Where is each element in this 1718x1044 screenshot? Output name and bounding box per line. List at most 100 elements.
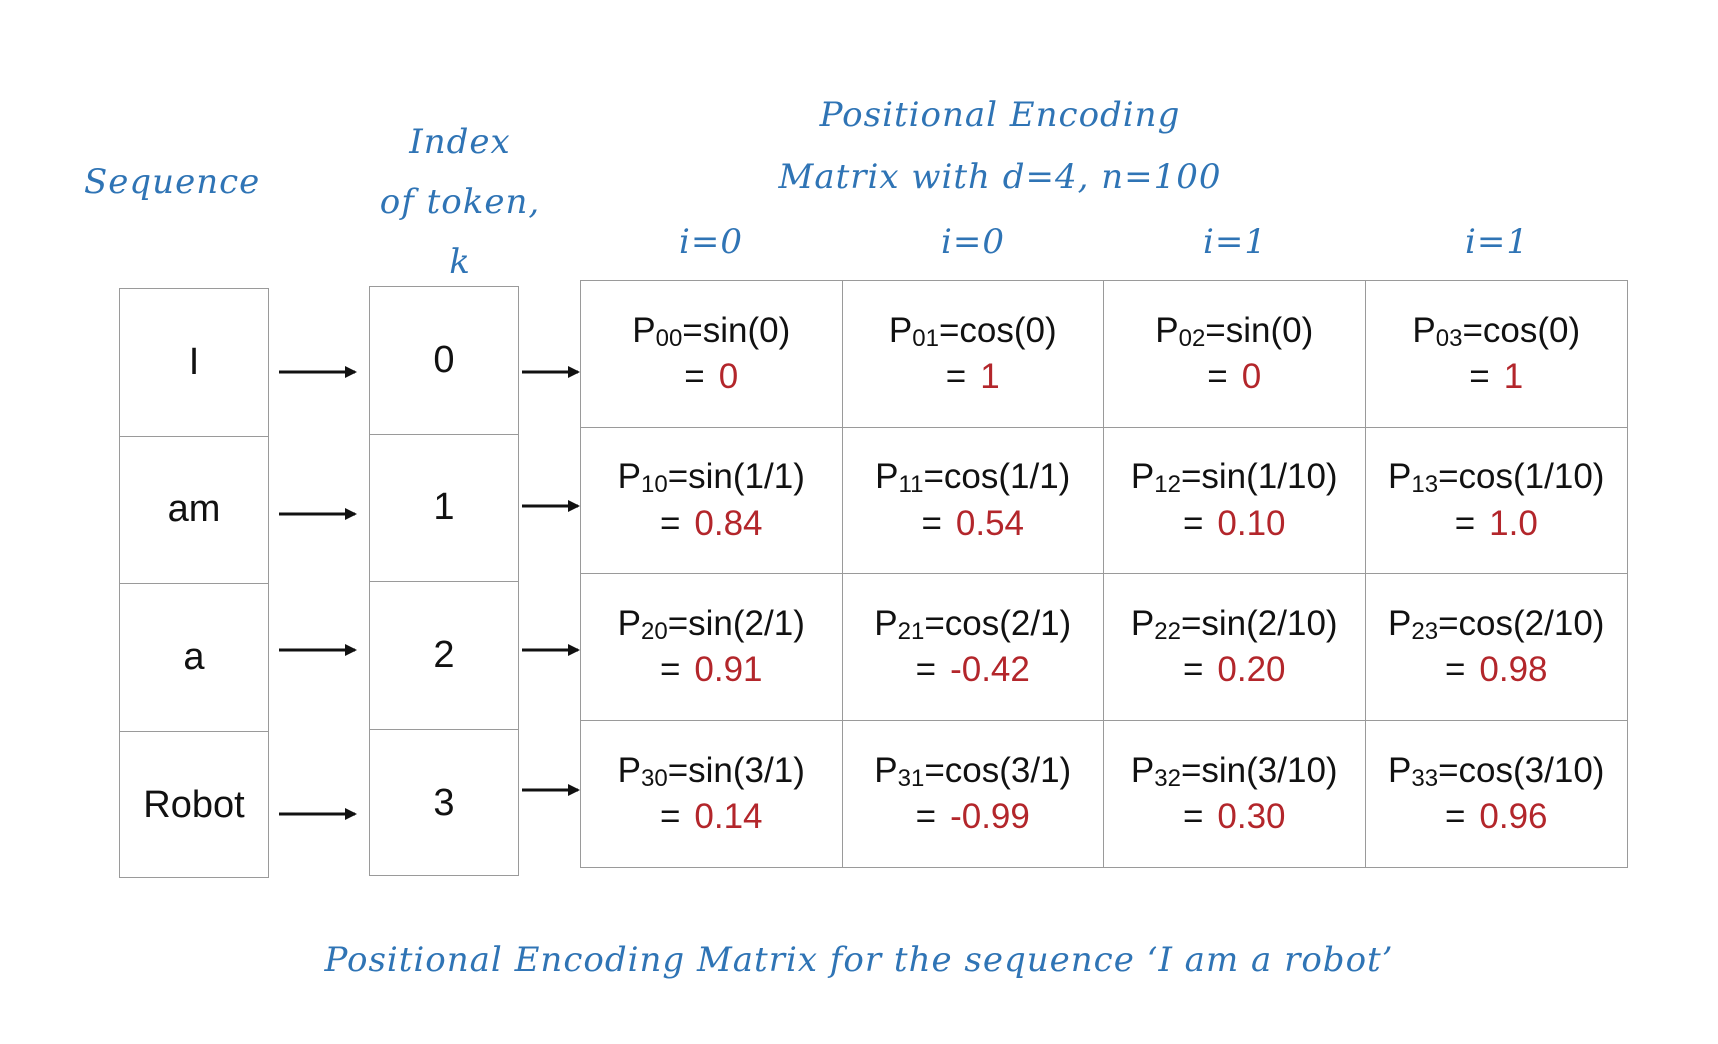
cell-p: P xyxy=(875,457,899,497)
cell-equals: = xyxy=(1444,797,1466,837)
cell-equals: = xyxy=(1454,503,1476,543)
cell-p: P xyxy=(1130,457,1155,497)
cell-result: = 1 xyxy=(946,354,1000,400)
cell-equals: = xyxy=(659,650,681,690)
cell-subscript: 10 xyxy=(641,471,668,499)
cell-subscript: 13 xyxy=(1411,471,1439,499)
cell-formula: P00=sin(0) xyxy=(632,308,790,354)
column-header-2: i=1 xyxy=(1203,222,1267,262)
cell-value: 0.54 xyxy=(955,503,1025,543)
matrix-cell: P01=cos(0) = 1 xyxy=(842,281,1104,428)
cell-formula: P33=cos(3/10) xyxy=(1388,748,1604,794)
cell-subscript: 12 xyxy=(1154,471,1181,499)
cell-equals: = xyxy=(1444,650,1466,690)
matrix-cell: P31=cos(3/1) = -0.99 xyxy=(843,720,1104,867)
cell-formula: P03=cos(0) xyxy=(1412,308,1580,354)
cell-value: 0.30 xyxy=(1217,797,1286,837)
cell-equals: = xyxy=(915,650,937,690)
cell-formula: P01=cos(0) xyxy=(889,308,1057,354)
cell-formula: P13=cos(1/10) xyxy=(1388,454,1604,500)
matrix-cell: P30=sin(3/1) = 0.14 xyxy=(581,720,843,867)
token-column: I am a Robot xyxy=(119,288,269,878)
cell-subscript: 01 xyxy=(912,324,939,352)
cell-equals: = xyxy=(1182,650,1204,690)
cell-formula: P32=sin(3/10) xyxy=(1131,748,1338,794)
cell-equals: = xyxy=(659,797,681,837)
cell-p: P xyxy=(617,457,641,497)
cell-formula: P23=cos(2/10) xyxy=(1388,601,1604,647)
index-label-line2: of token, xyxy=(379,182,541,222)
cell-formula: P21=cos(2/1) xyxy=(874,601,1071,647)
cell-subscript: 02 xyxy=(1178,324,1206,352)
cell-p: P xyxy=(1388,457,1412,497)
index-cell: 1 xyxy=(370,435,518,582)
cell-subscript: 11 xyxy=(898,471,924,499)
cell-function: =cos(2/10) xyxy=(1438,603,1605,643)
cell-result: = 0.20 xyxy=(1183,647,1286,693)
cell-p: P xyxy=(1388,603,1412,643)
matrix-cell: P21=cos(2/1) = -0.42 xyxy=(842,574,1104,721)
cell-subscript: 23 xyxy=(1411,617,1439,645)
matrix-cell: P32=sin(3/10) = 0.30 xyxy=(1104,720,1366,867)
column-header-0: i=0 xyxy=(679,222,743,262)
cell-subscript: 30 xyxy=(641,764,668,792)
token-cell: I xyxy=(120,289,268,437)
cell-formula: P20=sin(2/1) xyxy=(618,601,805,647)
cell-function: =sin(1/10) xyxy=(1180,457,1338,497)
cell-p: P xyxy=(874,603,898,643)
cell-value: 0.91 xyxy=(694,650,763,690)
cell-function: =cos(0) xyxy=(938,310,1057,350)
cell-formula: P30=sin(3/1) xyxy=(618,748,805,794)
cell-result: = 0.98 xyxy=(1445,647,1548,693)
matrix-cell: P12=sin(1/10) = 0.10 xyxy=(1104,427,1366,574)
cell-subscript: 20 xyxy=(641,617,668,645)
cell-value: 0.96 xyxy=(1479,797,1548,837)
index-cell: 3 xyxy=(433,781,455,824)
cell-function: =sin(0) xyxy=(682,310,791,350)
index-cell: 0 xyxy=(370,287,518,435)
cell-p: P xyxy=(888,310,913,350)
cell-formula: P12=sin(1/10) xyxy=(1131,454,1338,500)
cell-result: = 0.91 xyxy=(660,647,763,693)
cell-p: P xyxy=(617,603,641,643)
cell-subscript: 21 xyxy=(897,617,925,645)
cell-function: =cos(1/1) xyxy=(923,457,1071,497)
cell-value: -0.99 xyxy=(950,797,1030,837)
cell-p: P xyxy=(1155,310,1179,350)
cell-equals: = xyxy=(1207,357,1228,397)
matrix-cell: P13=cos(1/10) = 1.0 xyxy=(1365,428,1627,574)
cell-equals: = xyxy=(915,797,937,837)
token-cell: Robot xyxy=(143,783,245,826)
cell-result: = 0.14 xyxy=(660,794,763,840)
cell-equals: = xyxy=(1182,797,1204,837)
cell-value: 0.14 xyxy=(694,797,763,837)
cell-equals: = xyxy=(921,503,942,543)
cell-value: 0.10 xyxy=(1217,503,1286,543)
cell-result: = 0.84 xyxy=(660,501,763,547)
cell-p: P xyxy=(617,750,641,790)
matrix-cell: P22=sin(2/10) = 0.20 xyxy=(1104,574,1366,721)
cell-function: =sin(0) xyxy=(1205,310,1314,350)
cell-value: 0 xyxy=(1241,357,1262,397)
cell-equals: = xyxy=(659,503,681,543)
matrix-cell: P02=sin(0) = 0 xyxy=(1104,281,1366,428)
index-label: Index of token, k xyxy=(340,112,580,292)
matrix-cell: P00=sin(0) = 0 xyxy=(581,281,843,428)
cell-subscript: 22 xyxy=(1154,617,1181,645)
cell-result: = 0 xyxy=(684,354,738,400)
cell-formula: P10=sin(1/1) xyxy=(618,454,805,500)
cell-formula: P02=sin(0) xyxy=(1155,308,1313,354)
column-header-1: i=0 xyxy=(941,222,1005,262)
cell-function: =sin(1/1) xyxy=(667,457,805,497)
cell-value: 0.84 xyxy=(694,503,763,543)
matrix-cell: P20=sin(2/1) = 0.91 xyxy=(581,574,843,721)
caption: Positional Encoding Matrix for the seque… xyxy=(324,940,1394,980)
cell-function: =sin(3/10) xyxy=(1180,750,1338,790)
token-cell: a xyxy=(120,584,268,732)
cell-subscript: 31 xyxy=(897,764,925,792)
cell-function: =cos(0) xyxy=(1462,310,1581,350)
matrix-title: Positional Encoding Matrix with d=4, n=1… xyxy=(700,84,1300,208)
cell-formula: P22=sin(2/10) xyxy=(1131,601,1338,647)
cell-result: = 0 xyxy=(1207,354,1261,400)
index-cell: 2 xyxy=(370,582,518,730)
